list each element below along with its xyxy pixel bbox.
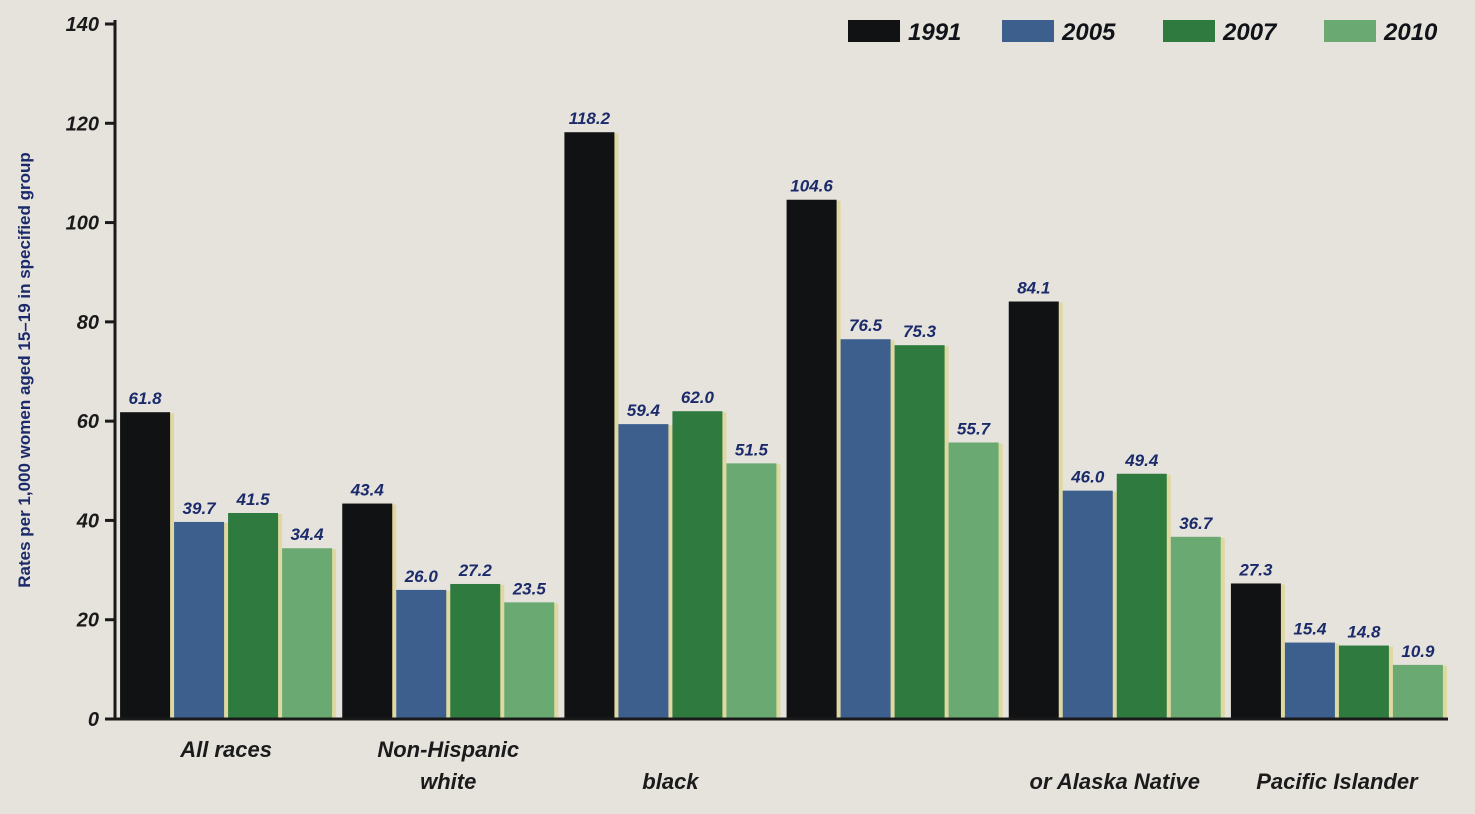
- y-tick-label: 20: [76, 610, 99, 632]
- category-label: black: [642, 769, 700, 794]
- bar-value-label: 41.5: [236, 490, 271, 509]
- x-axis: All races Non-Hispanic white black or Alaska…: [115, 717, 1448, 794]
- y-tick-label: 120: [66, 113, 99, 135]
- legend-label-2005: 2005: [1061, 19, 1116, 46]
- bar-value-label: 84.1: [1017, 279, 1050, 298]
- legend-label-2007: 2007: [1222, 19, 1278, 46]
- bar-1991: [1008, 301, 1059, 719]
- bar-value-label: 61.8: [129, 389, 163, 408]
- legend-swatch-2005: [1002, 20, 1054, 42]
- y-tick-label: 40: [76, 510, 99, 532]
- bar-1991: [1230, 583, 1281, 719]
- bar-value-label: 34.4: [291, 525, 325, 544]
- bar-2007: [450, 583, 501, 719]
- bar-value-label: 39.7: [183, 499, 218, 518]
- bar-2005: [840, 339, 891, 719]
- bar-1991: [786, 199, 837, 719]
- bar-value-label: 51.5: [735, 440, 769, 459]
- category-label: or Alaska Native: [1030, 769, 1200, 794]
- category-label: Pacific Islander: [1256, 769, 1419, 794]
- bar-2005: [1284, 642, 1335, 719]
- bars: [120, 132, 1447, 719]
- bar-value-label: 14.8: [1347, 623, 1381, 642]
- y-tick-label: 60: [77, 411, 99, 433]
- bar-value-label: 27.3: [1238, 560, 1273, 579]
- bar-value-label: 75.3: [903, 322, 937, 341]
- legend-label-1991: 1991: [908, 19, 961, 46]
- bar-2010: [504, 602, 555, 719]
- bar-value-label: 36.7: [1179, 514, 1214, 533]
- bar-2005: [618, 424, 669, 719]
- bar-2005: [396, 589, 447, 719]
- bar-2010: [1392, 664, 1443, 719]
- bar-value-label: 27.2: [458, 561, 493, 580]
- category-label: All races: [179, 737, 272, 762]
- bar-value-label: 55.7: [957, 419, 992, 438]
- bar-2007: [672, 411, 723, 719]
- y-axis-label: Rates per 1,000 women aged 15–19 in spec…: [15, 152, 34, 588]
- bar-value-label: 43.4: [350, 481, 385, 500]
- category-label: white: [420, 769, 476, 794]
- y-tick-label: 140: [66, 14, 99, 36]
- y-axis: 0 20 40 60 80 100 120 140: [66, 14, 117, 731]
- y-tick-label: 80: [77, 312, 99, 334]
- bar-value-label: 49.4: [1124, 451, 1159, 470]
- bar-1991: [342, 503, 393, 719]
- category-label: Non-Hispanic: [377, 737, 519, 762]
- bar-2007: [1116, 473, 1167, 719]
- bar-value-label: 10.9: [1401, 642, 1435, 661]
- bar-value-label: 104.6: [790, 177, 833, 196]
- legend-label-2010: 2010: [1383, 19, 1438, 46]
- bar-value-label: 23.5: [512, 579, 547, 598]
- bar-value-label: 46.0: [1070, 468, 1105, 487]
- bar-2005: [174, 521, 225, 719]
- bar-2005: [1062, 490, 1113, 719]
- bar-1991: [564, 132, 615, 719]
- y-tick-label: 100: [66, 213, 99, 235]
- bar-value-label: 118.2: [569, 109, 611, 128]
- bar-value-label: 15.4: [1293, 620, 1327, 639]
- bar-value-label: 76.5: [849, 316, 883, 335]
- bar-1991: [120, 412, 171, 719]
- legend: 1991 2005 2007 2010: [848, 19, 1438, 46]
- y-tick-label: 0: [88, 709, 99, 731]
- legend-swatch-2007: [1163, 20, 1215, 42]
- bar-2007: [1338, 645, 1389, 719]
- bar-2010: [726, 463, 777, 719]
- bar-2010: [282, 548, 333, 719]
- value-labels: 61.8 39.7 41.5 34.4 43.4 26.0 27.2 23.5 118.2 59.…: [129, 109, 1435, 661]
- bar-value-label: 59.4: [627, 401, 661, 420]
- bar-value-label: 26.0: [404, 567, 439, 586]
- bar-value-label: 62.0: [681, 388, 715, 407]
- legend-swatch-2010: [1324, 20, 1376, 42]
- bar-2007: [894, 345, 945, 719]
- bar-2010: [1170, 536, 1221, 719]
- legend-swatch-1991: [848, 20, 900, 42]
- bar-2007: [228, 512, 279, 719]
- bar-2010: [948, 442, 999, 719]
